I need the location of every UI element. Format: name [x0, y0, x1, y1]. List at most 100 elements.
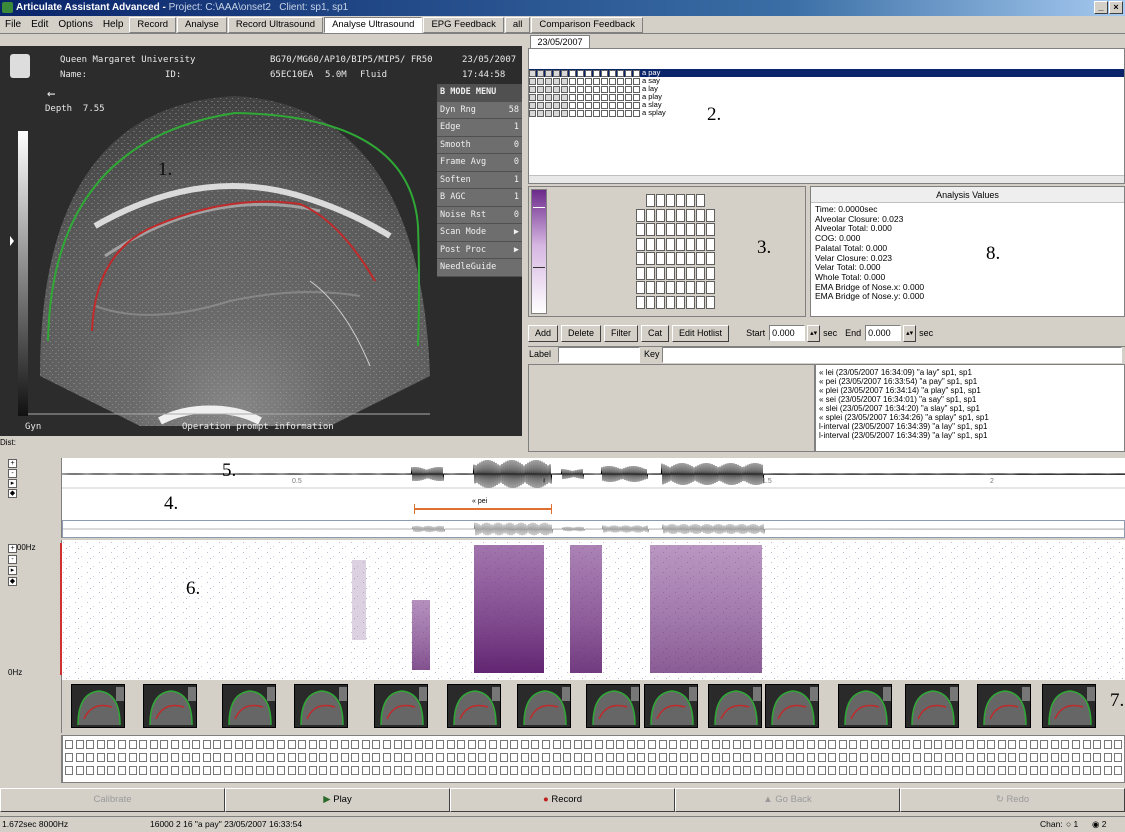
- cell: [633, 77, 640, 85]
- zoom-out-button[interactable]: -: [8, 469, 17, 478]
- tab-analyse[interactable]: Analyse: [177, 16, 227, 33]
- scroll-button[interactable]: ▸: [8, 479, 17, 488]
- epg-cell: [658, 740, 667, 749]
- hotlist-item[interactable]: « sei (23/05/2007 16:34:01) "a say" sp1,…: [819, 395, 977, 404]
- overview-waveform[interactable]: [62, 520, 1125, 538]
- filter-button[interactable]: Filter: [604, 324, 639, 342]
- start-spinner-icon[interactable]: ▴▾: [807, 324, 821, 342]
- hotlist-item[interactable]: « splei (23/05/2007 16:34:26) "a splay" …: [819, 413, 989, 422]
- calibrate-button[interactable]: Calibrate: [0, 788, 225, 812]
- bmode-item-dyn-rng[interactable]: Dyn Rng 58: [437, 101, 522, 119]
- epg-cell: [658, 766, 667, 775]
- ultrasound-frame-thumb[interactable]: [977, 684, 1031, 728]
- hotlist-item[interactable]: « slei (23/05/2007 16:34:20) "a slay" sp…: [819, 404, 980, 413]
- zoom-in-button[interactable]: +: [8, 459, 17, 468]
- bmode-item-label: Dyn Rng: [440, 104, 476, 115]
- chan-radio-1[interactable]: ○ 1: [1066, 819, 1079, 829]
- ultrasound-frame-thumb[interactable]: [644, 684, 698, 728]
- tab-record-ultrasound[interactable]: Record Ultrasound: [227, 16, 324, 33]
- minimize-button[interactable]: _: [1094, 1, 1108, 14]
- end-spinner-icon[interactable]: ▴▾: [903, 324, 917, 342]
- list-scrollbar[interactable]: [529, 175, 1124, 183]
- bmode-item-edge[interactable]: Edge 1: [437, 119, 522, 137]
- hotlist-item[interactable]: « plei (23/05/2007 16:34:14) "a play" sp…: [819, 386, 981, 395]
- close-button[interactable]: ×: [1109, 1, 1123, 14]
- waveform[interactable]: 0.5 1 1.5 2 5.: [61, 458, 1125, 490]
- list-item[interactable]: a say: [529, 77, 1124, 85]
- hotlist-item[interactable]: l-interval (23/05/2007 16:34:39) "a lay"…: [819, 422, 988, 431]
- menu-file[interactable]: File: [5, 19, 22, 30]
- tab-epg-feedback[interactable]: EPG Feedback: [423, 16, 504, 33]
- epg-cell: [224, 753, 232, 762]
- record-button[interactable]: ● Record: [450, 788, 675, 812]
- spectro-zoom-in-button[interactable]: +: [8, 544, 17, 553]
- ultrasound-frame-thumb[interactable]: [374, 684, 428, 728]
- menu-help[interactable]: Help: [102, 19, 124, 30]
- annotation-track[interactable]: « pei 4.: [62, 490, 1125, 520]
- delete-button[interactable]: Delete: [561, 324, 602, 342]
- redo-button[interactable]: ↻ Redo: [900, 788, 1125, 812]
- annotation-end-marker[interactable]: [551, 504, 552, 514]
- menu-options[interactable]: Options: [58, 19, 93, 30]
- list-item[interactable]: a slay: [529, 101, 1124, 109]
- bmode-item-post-proc[interactable]: Post Proc ▶: [437, 241, 522, 259]
- ultrasound-frame-thumb[interactable]: [838, 684, 892, 728]
- epg-cell: [563, 753, 572, 762]
- tab-all[interactable]: all: [504, 16, 531, 33]
- spectrogram[interactable]: 6.: [62, 540, 1125, 680]
- tab-comparison-feedback[interactable]: Comparison Feedback: [531, 16, 643, 33]
- hotlist-item[interactable]: l-interval (23/05/2007 16:34:39) "a lay"…: [819, 431, 988, 440]
- list-item[interactable]: a lay: [529, 85, 1124, 93]
- start-time-input[interactable]: 0.000: [769, 325, 806, 341]
- go-back-button[interactable]: ▲ Go Back: [675, 788, 900, 812]
- ultrasound-frame-thumb[interactable]: [708, 684, 762, 728]
- key-input[interactable]: [662, 347, 1122, 363]
- bmode-item-soften[interactable]: Soften 1: [437, 171, 522, 189]
- list-item-cells: [529, 85, 641, 93]
- end-time-input[interactable]: 0.000: [865, 325, 902, 341]
- hotlist-item[interactable]: « pei (23/05/2007 16:33:54) "a pay" sp1,…: [819, 377, 978, 386]
- playhead[interactable]: [60, 543, 63, 675]
- bmode-item-scan-mode[interactable]: Scan Mode ▶: [437, 224, 522, 242]
- bmode-item-smooth[interactable]: Smooth 0: [437, 136, 522, 154]
- spectro-scroll-button[interactable]: ▸: [8, 566, 17, 575]
- list-item[interactable]: a pay: [529, 69, 1124, 77]
- tick-label: 1: [542, 478, 546, 485]
- ultrasound-frame-thumb[interactable]: [765, 684, 819, 728]
- ultrasound-frame-thumb[interactable]: [143, 684, 197, 728]
- ultrasound-frame-thumb[interactable]: [222, 684, 276, 728]
- ultrasound-frame-thumb[interactable]: [1042, 684, 1096, 728]
- menu-edit[interactable]: Edit: [31, 19, 49, 30]
- bmode-item-noise-rst[interactable]: Noise Rst 0: [437, 206, 522, 224]
- add-button[interactable]: Add: [528, 324, 559, 342]
- play-button[interactable]: ▶ Play: [225, 788, 450, 812]
- ultrasound-frame-thumb[interactable]: [71, 684, 125, 728]
- tab-analyse-ultrasound[interactable]: Analyse Ultrasound: [324, 16, 423, 33]
- annotation-start-marker[interactable]: [414, 504, 415, 514]
- bmode-item-frame-avg[interactable]: Frame Avg 0: [437, 154, 522, 172]
- ultrasound-frame-thumb[interactable]: [517, 684, 571, 728]
- list-item[interactable]: a play: [529, 93, 1124, 101]
- bmode-item-b-agc[interactable]: B AGC 1: [437, 189, 522, 207]
- bmode-item-value: 1: [513, 122, 519, 132]
- ultrasound-frame-thumb[interactable]: [905, 684, 959, 728]
- chan-radio-2[interactable]: ◉ 2: [1092, 819, 1107, 829]
- fit-button[interactable]: ◆: [8, 489, 17, 498]
- ultrasound-frame-thumb[interactable]: [294, 684, 348, 728]
- epg-cell: [743, 753, 752, 762]
- hotlist-item[interactable]: « lei (23/05/2007 16:34:09) "a lay" sp1,…: [819, 368, 972, 377]
- edit-hotlist-button[interactable]: Edit Hotlist: [672, 324, 730, 342]
- epg-cell: [425, 753, 434, 762]
- tab-date[interactable]: 23/05/2007: [530, 35, 590, 49]
- list-item[interactable]: a splay: [529, 109, 1124, 117]
- ultrasound-frame-thumb[interactable]: [447, 684, 501, 728]
- annotation-interval[interactable]: [414, 508, 552, 510]
- spectro-fit-button[interactable]: ◆: [8, 577, 17, 586]
- ultrasound-frame-thumb[interactable]: [586, 684, 640, 728]
- cat-button[interactable]: Cat: [641, 324, 670, 342]
- label-key-row: Label Key: [528, 346, 1125, 363]
- bmode-item-needleguide[interactable]: NeedleGuide: [437, 259, 522, 277]
- label-input[interactable]: [558, 347, 640, 363]
- spectro-zoom-out-button[interactable]: -: [8, 555, 17, 564]
- tab-record[interactable]: Record: [129, 16, 177, 33]
